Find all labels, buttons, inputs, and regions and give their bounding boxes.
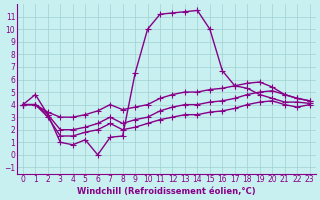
X-axis label: Windchill (Refroidissement éolien,°C): Windchill (Refroidissement éolien,°C) xyxy=(77,187,256,196)
